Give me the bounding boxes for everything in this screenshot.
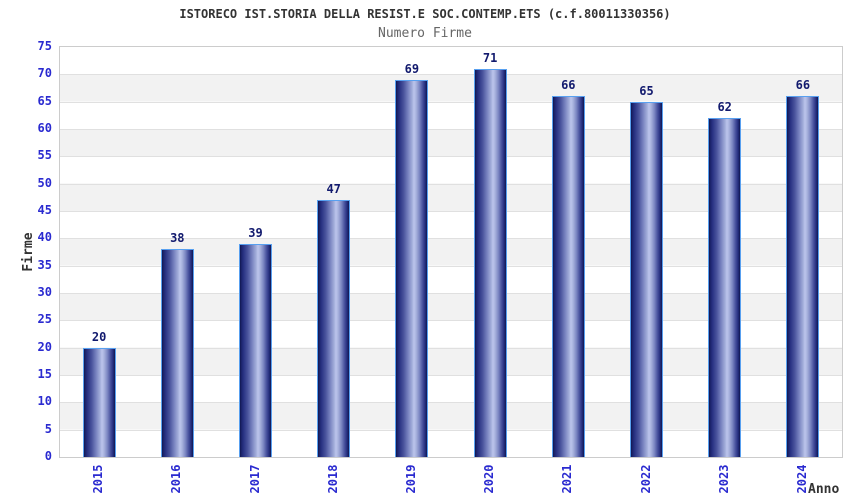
bar-value-label-2017: 39 bbox=[248, 225, 263, 240]
bar-value-label-2018: 47 bbox=[326, 182, 341, 197]
y-tick-50: 50 bbox=[37, 175, 52, 190]
y-tick-70: 70 bbox=[37, 66, 52, 81]
x-tick-2022: 2022 bbox=[638, 464, 653, 494]
y-tick-5: 5 bbox=[44, 421, 52, 436]
chart-subtitle: Numero Firme bbox=[378, 26, 472, 41]
bar-value-label-2024: 66 bbox=[795, 78, 811, 93]
y-tick-20: 20 bbox=[37, 339, 52, 354]
bar-value-label-2020: 71 bbox=[482, 50, 498, 65]
x-tick-2019: 2019 bbox=[403, 464, 418, 494]
x-tick-2018: 2018 bbox=[325, 464, 340, 494]
bar-2020 bbox=[473, 68, 507, 457]
gridline-45 bbox=[60, 211, 842, 212]
y-tick-40: 40 bbox=[37, 230, 52, 245]
bar-value-label-2023: 62 bbox=[717, 100, 732, 115]
x-axis-label: Anno bbox=[808, 482, 840, 497]
x-tick-2024: 2024 bbox=[794, 464, 809, 494]
gridline-35 bbox=[60, 265, 842, 267]
gridline-70 bbox=[60, 74, 842, 76]
gridline-30 bbox=[60, 293, 842, 294]
bar-2018 bbox=[317, 200, 351, 457]
y-tick-65: 65 bbox=[37, 93, 52, 108]
gridline-40 bbox=[60, 238, 842, 240]
y-tick-35: 35 bbox=[37, 257, 52, 272]
plot-area: 20 38 39 47 69 71 66 65 62 66 bbox=[59, 46, 843, 458]
x-tick-2023: 2023 bbox=[716, 464, 731, 494]
bar-value-label-2016: 38 bbox=[170, 231, 185, 246]
gridline-65 bbox=[60, 101, 842, 103]
y-tick-55: 55 bbox=[37, 148, 52, 163]
bar-value-label-2022: 65 bbox=[639, 83, 654, 98]
y-tick-45: 45 bbox=[37, 203, 52, 217]
bar-2019 bbox=[395, 79, 429, 457]
bar-2022 bbox=[630, 101, 663, 457]
y-tick-10: 10 bbox=[37, 394, 52, 409]
gridline-60 bbox=[60, 129, 842, 130]
bar-2015 bbox=[82, 347, 116, 457]
gridline-10 bbox=[60, 402, 842, 404]
gridline-15 bbox=[60, 375, 842, 376]
gridline-55 bbox=[60, 156, 842, 158]
y-tick-25: 25 bbox=[37, 312, 52, 327]
bar-value-label-2015: 20 bbox=[91, 329, 107, 344]
y-tick-15: 15 bbox=[37, 367, 52, 381]
bar-value-label-2021: 66 bbox=[561, 78, 576, 93]
bar-2021 bbox=[551, 96, 585, 457]
y-tick-0: 0 bbox=[44, 449, 52, 463]
x-tick-2021: 2021 bbox=[560, 464, 575, 494]
bar-value-label-2019: 69 bbox=[404, 61, 420, 76]
x-tick-2015: 2015 bbox=[91, 464, 106, 494]
bar-2024 bbox=[786, 96, 820, 457]
bar-2016 bbox=[160, 249, 194, 457]
gridline-20 bbox=[60, 347, 842, 349]
chart-title: ISTORECO IST.STORIA DELLA RESIST.E SOC.C… bbox=[179, 7, 671, 21]
y-tick-30: 30 bbox=[37, 285, 52, 299]
x-tick-2020: 2020 bbox=[482, 464, 497, 494]
gridline-50 bbox=[60, 183, 842, 185]
x-tick-2016: 2016 bbox=[169, 464, 184, 494]
gridline-25 bbox=[60, 320, 842, 322]
gridline-5 bbox=[60, 429, 842, 431]
y-tick-75: 75 bbox=[37, 39, 52, 53]
y-tick-60: 60 bbox=[37, 121, 52, 135]
x-tick-2017: 2017 bbox=[247, 464, 262, 494]
bar-2017 bbox=[239, 243, 272, 457]
bar-2023 bbox=[708, 118, 742, 457]
